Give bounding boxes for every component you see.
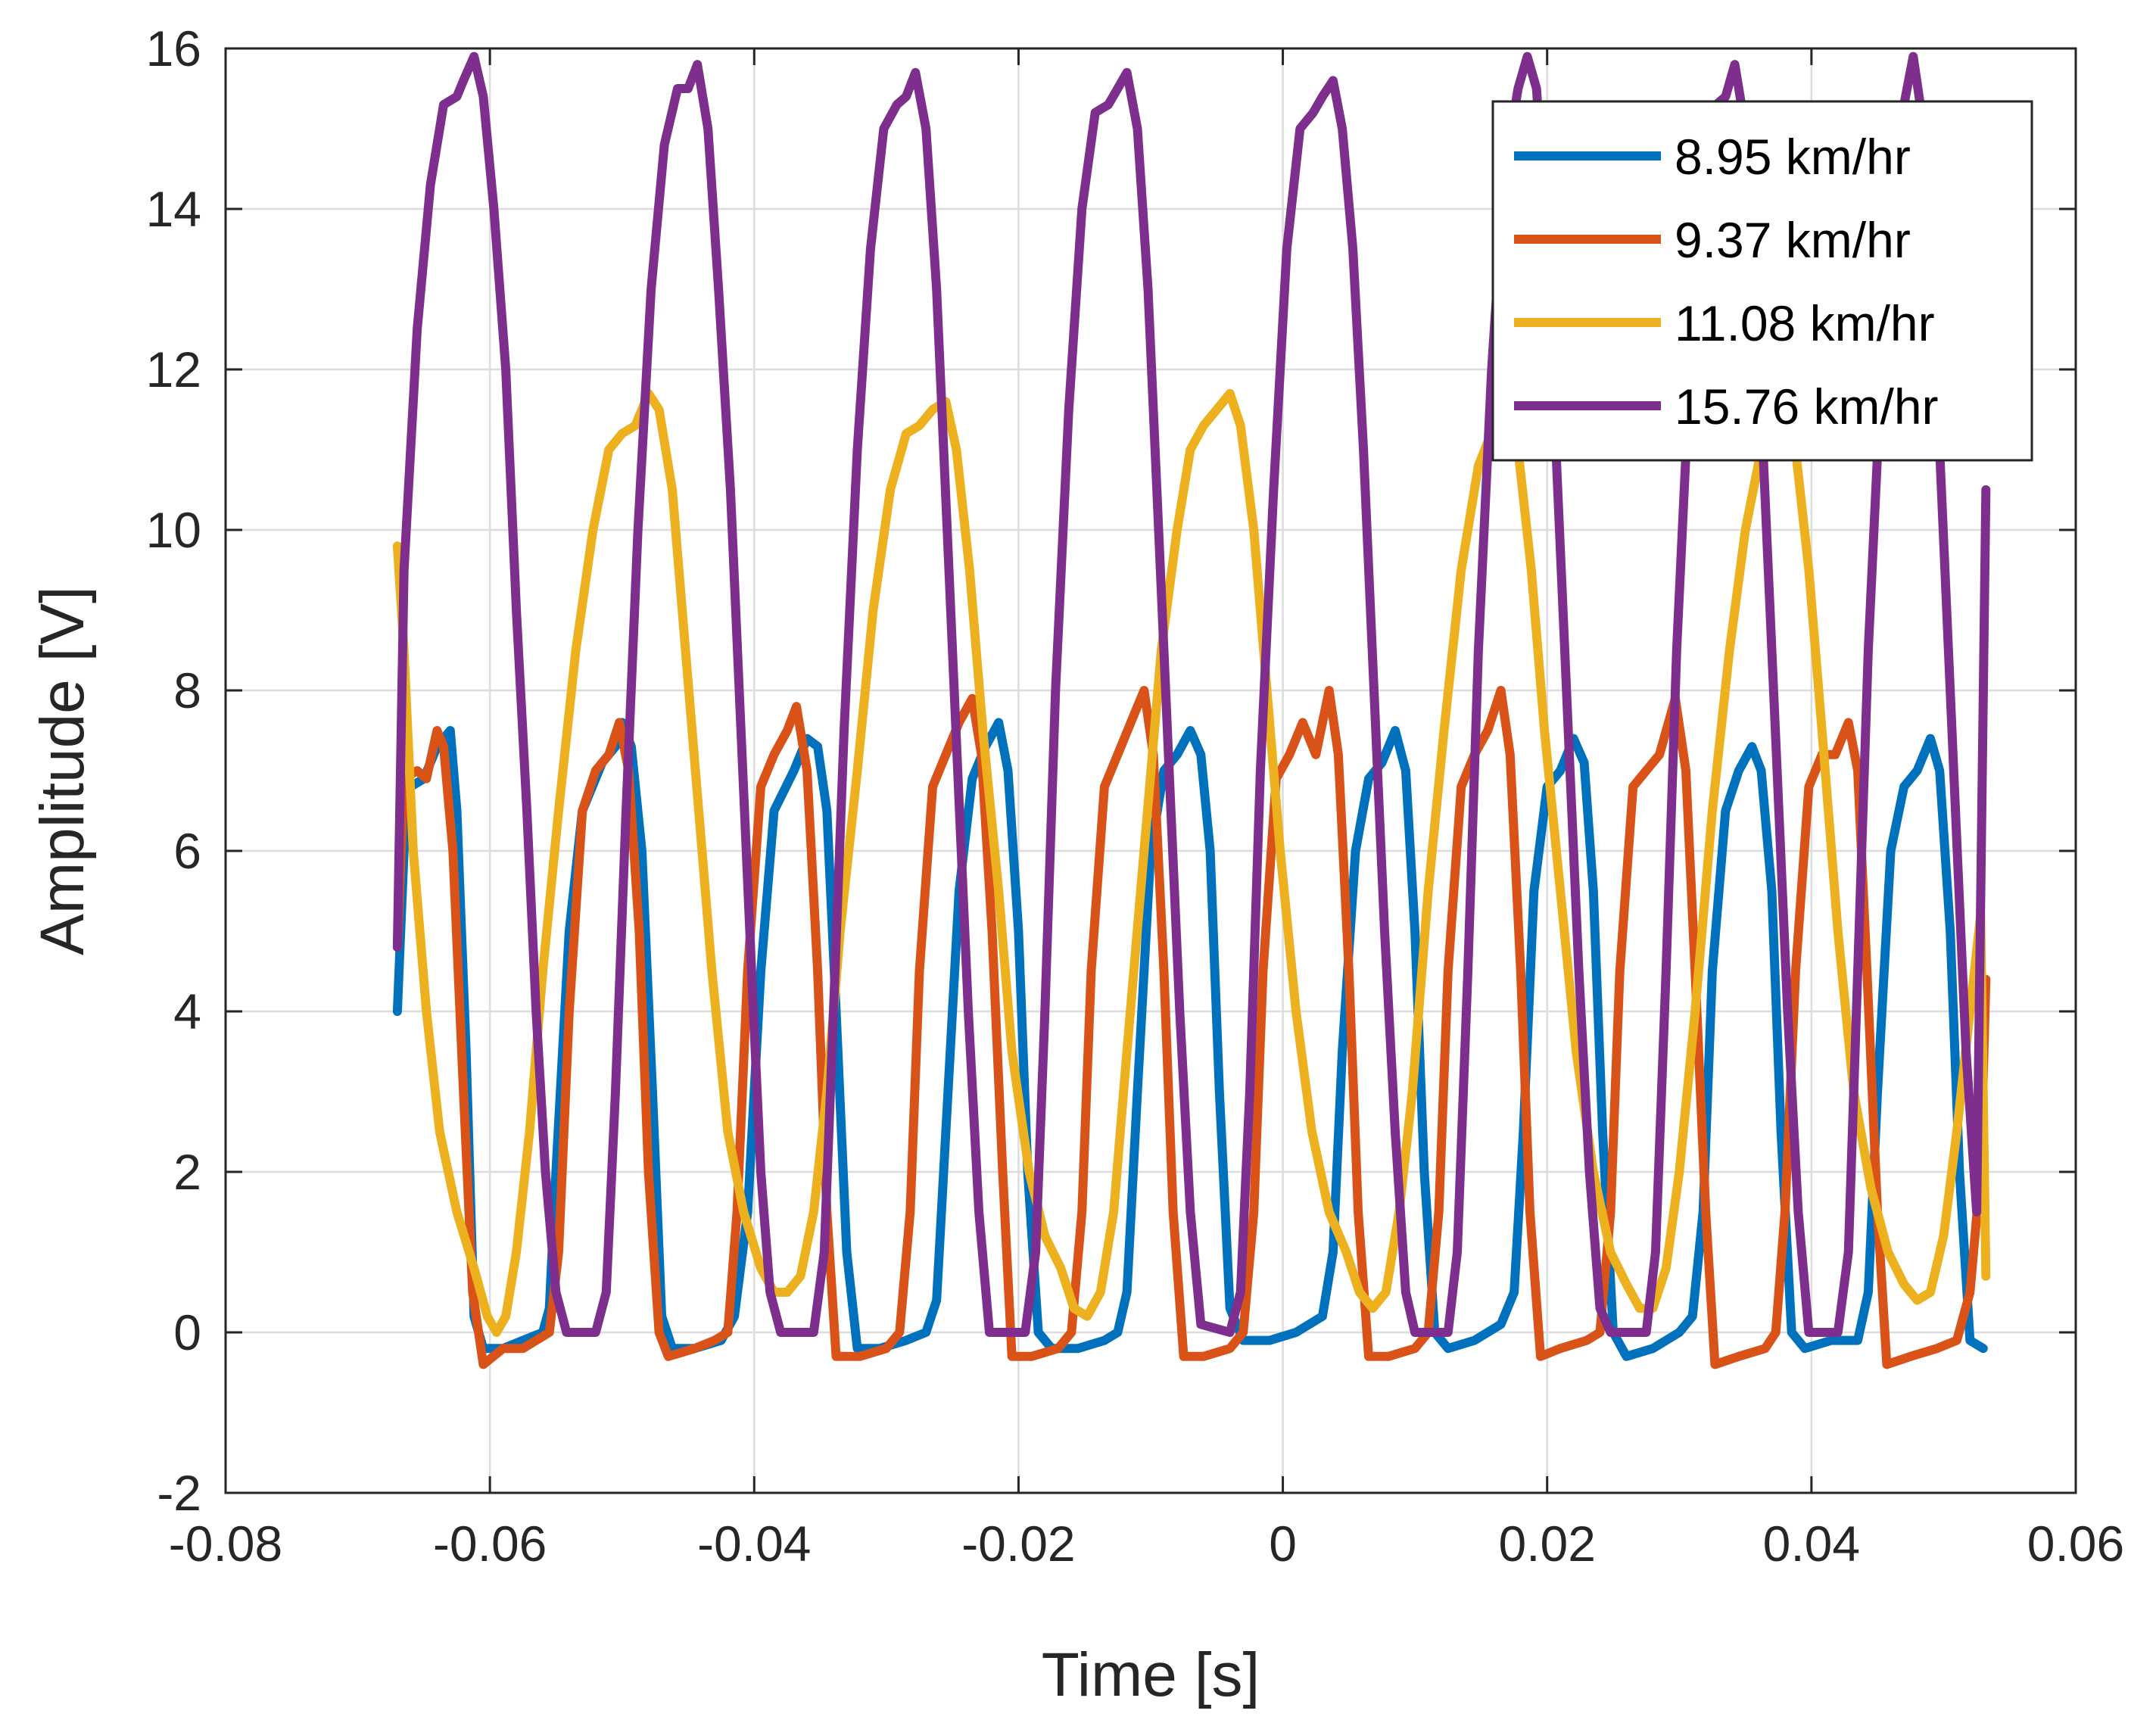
legend-label-3: 11.08 km/hr	[1675, 295, 1935, 351]
legend-box	[1491, 100, 2033, 462]
x-tick-label: 0.06	[2027, 1516, 2124, 1572]
y-tick-label: 8	[173, 662, 201, 718]
x-tick-label: -0.04	[697, 1516, 811, 1572]
y-tick-label: 14	[146, 181, 201, 237]
x-tick-label: 0.04	[1763, 1516, 1860, 1572]
x-tick-label: -0.06	[433, 1516, 547, 1572]
y-tick-labels: -2 0 2 4 6 8 10 12 14 16	[146, 20, 201, 1521]
x-tick-label: 0.02	[1498, 1516, 1595, 1572]
y-tick-label: 16	[146, 20, 201, 76]
y-tick-label: 2	[173, 1144, 201, 1200]
series-line-2	[392, 686, 1991, 1369]
y-tick-label: 10	[146, 502, 201, 558]
legend-label-1: 8.95 km/hr	[1675, 129, 1911, 185]
y-axis-label: Amplitude [V]	[28, 586, 97, 955]
legend-label-2: 9.37 km/hr	[1675, 212, 1911, 268]
legend: 8.95 km/hr 9.37 km/hr 11.08 km/hr 15.76 km/…	[1491, 100, 2033, 462]
series-line-4	[392, 51, 1991, 1337]
x-tick-labels: -0.08 -0.06 -0.04 -0.02 0 0.02 0.04 0.06	[169, 1516, 2124, 1572]
x-axis-label: Time [s]	[1042, 1640, 1260, 1709]
y-tick-label: 0	[173, 1304, 201, 1360]
series-lines	[392, 51, 1991, 1369]
legend-label-4: 15.76 km/hr	[1675, 379, 1939, 435]
axes-frame	[224, 47, 2077, 1494]
x-tick-label: -0.08	[169, 1516, 282, 1572]
y-tick-label: -2	[157, 1465, 201, 1521]
y-tick-label: 4	[173, 983, 201, 1039]
x-tick-label: -0.02	[961, 1516, 1075, 1572]
axis-ticks	[224, 47, 2077, 1494]
y-tick-label: 6	[173, 823, 201, 879]
x-tick-label: 0	[1269, 1516, 1297, 1572]
y-tick-label: 12	[146, 341, 201, 397]
